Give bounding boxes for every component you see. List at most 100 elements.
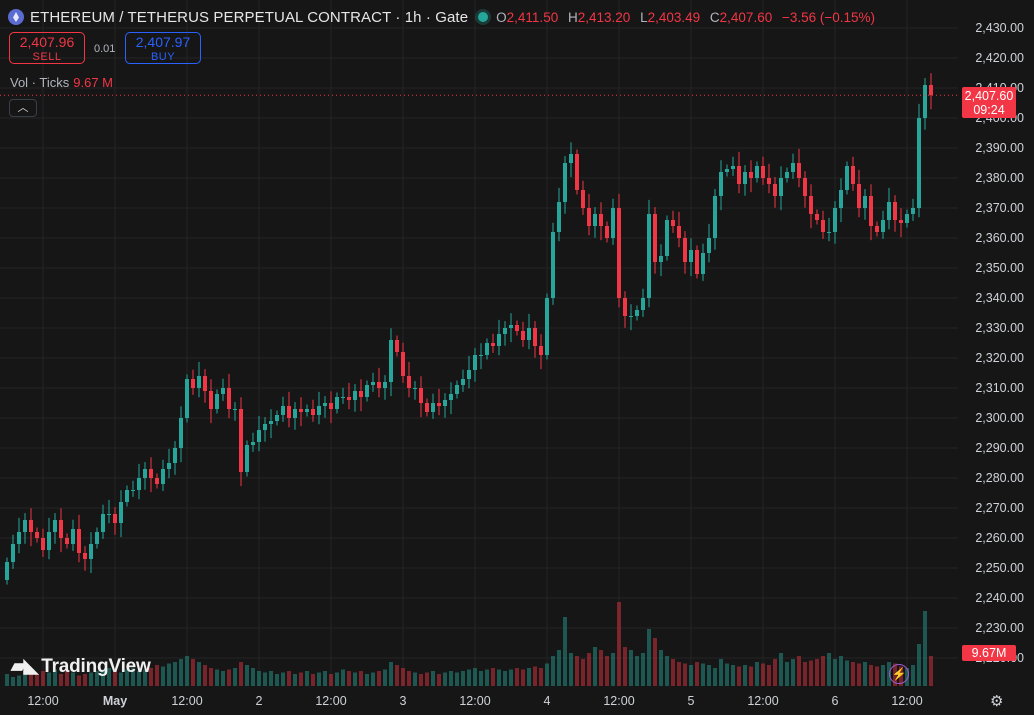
candle-body: [341, 397, 345, 398]
candle-body: [179, 418, 183, 448]
volume-bar: [845, 660, 849, 686]
volume-bar: [743, 665, 747, 686]
volume-bar: [77, 675, 81, 686]
candle-body: [377, 382, 381, 388]
settings-gear-icon[interactable]: ⚙: [990, 693, 1004, 710]
candle-body: [647, 214, 651, 298]
candle-body: [617, 208, 621, 298]
symbol-title[interactable]: ETHEREUM / TETHERUS PERPETUAL CONTRACT ·…: [30, 8, 469, 26]
volume-bar: [527, 668, 531, 686]
candle-body: [773, 184, 777, 196]
candle-body: [293, 409, 297, 418]
sell-button[interactable]: 2,407.96 SELL: [9, 32, 85, 64]
collapse-legend-button[interactable]: ︿: [9, 99, 37, 117]
volume-bar: [251, 668, 255, 686]
spread-value: 0.01: [94, 43, 116, 55]
candle-body: [59, 520, 63, 538]
candle-body: [893, 202, 897, 220]
volume-bar: [305, 671, 309, 686]
volume-bar: [701, 663, 705, 686]
volume-bar: [443, 672, 447, 686]
candle-body: [641, 298, 645, 310]
candle-body: [905, 214, 909, 223]
candle-body: [263, 424, 267, 430]
volume-bar: [665, 656, 669, 686]
candle-body: [623, 298, 627, 316]
volume-bar: [677, 662, 681, 686]
volume-bar: [41, 671, 45, 686]
tradingview-logo[interactable]: ▰◣ TradingView: [11, 655, 151, 678]
candle-body: [191, 379, 195, 388]
candle-body: [5, 562, 9, 580]
candle-body: [287, 406, 291, 418]
candle-body: [551, 232, 555, 298]
volume-legend[interactable]: Vol · Ticks 9.67 M: [10, 75, 113, 90]
candle-body: [113, 514, 117, 523]
volume-bar: [371, 672, 375, 686]
candle-body: [173, 448, 177, 463]
candle-body: [881, 220, 885, 232]
volume-bar: [485, 669, 489, 686]
buy-label: BUY: [150, 51, 176, 63]
volume-bar: [497, 669, 501, 686]
volume-bar: [95, 671, 99, 686]
candle-body: [707, 238, 711, 253]
candle-body: [365, 385, 369, 397]
candle-body: [713, 196, 717, 238]
candle-body: [455, 385, 459, 394]
candle-body: [275, 415, 279, 421]
candle-body: [437, 403, 441, 406]
volume-bar: [419, 674, 423, 686]
lightning-icon[interactable]: ⚡: [889, 664, 909, 684]
buy-price: 2,407.97: [135, 34, 191, 50]
candle-body: [851, 166, 855, 184]
volume-bar: [785, 662, 789, 686]
candle-body: [185, 379, 189, 418]
volume-bar: [65, 671, 69, 686]
volume-tag: 9.67M: [962, 645, 1016, 661]
candle-body: [929, 85, 933, 96]
candle-body: [371, 382, 375, 385]
volume-bar: [521, 669, 525, 686]
candle-body: [89, 544, 93, 559]
volume-bar: [629, 650, 633, 686]
volume-bar: [161, 666, 165, 686]
price-tick-label: 2,300.00: [975, 411, 1024, 425]
candle-body: [569, 154, 573, 163]
volume-bar: [125, 669, 129, 686]
price-tick-label: 2,250.00: [975, 561, 1024, 575]
volume-bar: [359, 671, 363, 686]
buy-button[interactable]: 2,407.97 BUY: [125, 32, 201, 64]
price-tick-label: 2,280.00: [975, 471, 1024, 485]
volume-bar: [245, 665, 249, 686]
candle-body: [761, 166, 765, 178]
volume-bar: [575, 656, 579, 686]
chevron-up-icon: ︿: [17, 102, 29, 114]
candle-body: [281, 406, 285, 415]
volume-bar: [347, 671, 351, 686]
volume-bar: [227, 669, 231, 686]
volume-bar: [221, 671, 225, 686]
volume-bar: [647, 629, 651, 686]
bar-countdown: 09:24: [973, 103, 1005, 117]
volume-bar: [683, 663, 687, 686]
volume-bar: [767, 665, 771, 686]
volume-bar: [287, 671, 291, 686]
volume-bar: [797, 656, 801, 686]
volume-bar: [659, 650, 663, 686]
candle-body: [593, 214, 597, 226]
candle-body: [527, 328, 531, 340]
ethereum-coin-icon: [8, 9, 24, 25]
volume-bar: [569, 653, 573, 686]
volume-bar: [59, 674, 63, 686]
chart-header: ETHEREUM / TETHERUS PERPETUAL CONTRACT ·…: [8, 7, 881, 27]
candle-body: [425, 403, 429, 412]
volume-bar: [17, 675, 21, 686]
candle-body: [833, 208, 837, 232]
candle-body: [803, 178, 807, 196]
volume-bar: [113, 671, 117, 686]
candle-body: [335, 397, 339, 409]
candle-body: [311, 409, 315, 415]
volume-legend-label: Vol · Ticks: [10, 75, 70, 90]
